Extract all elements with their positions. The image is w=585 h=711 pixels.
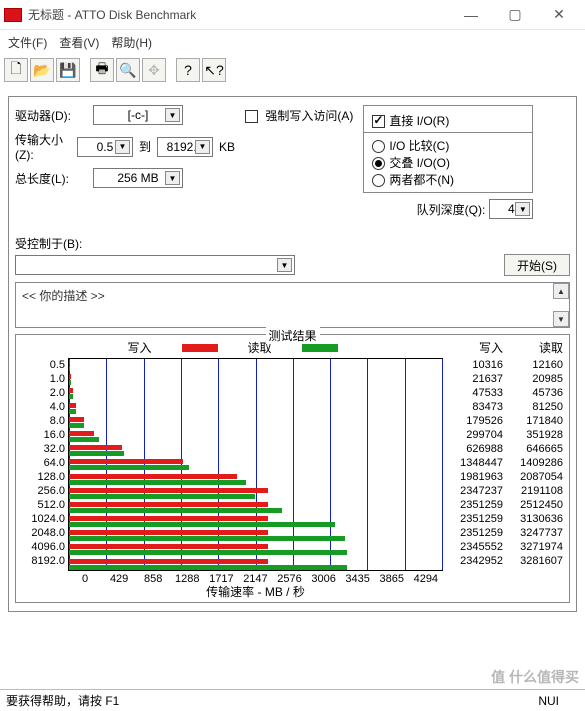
status-help: 要获得帮助，请按 F1 xyxy=(6,692,119,709)
maximize-button[interactable]: ▢ xyxy=(493,1,537,29)
toolbar: 🗋 📂 💾 🖶 🔍 ✥ ? ↖? xyxy=(0,54,585,84)
force-label: 强制写入访问(A) xyxy=(265,109,353,123)
write-swatch xyxy=(182,344,218,352)
chevron-down-icon: ▼ xyxy=(277,258,292,272)
neither-label: 两者都不(N) xyxy=(389,173,454,187)
controlled-label: 受控制于(B): xyxy=(15,235,570,252)
xfer-to-select[interactable]: 8192.0▼ xyxy=(157,137,213,157)
read-col-header: 读取 xyxy=(503,339,563,358)
start-button[interactable]: 开始(S) xyxy=(504,254,570,276)
app-icon xyxy=(4,8,22,22)
chevron-down-icon: ▼ xyxy=(165,171,180,185)
titlebar: 无标题 - ATTO Disk Benchmark — ▢ ✕ xyxy=(0,0,585,30)
io-fieldset: 直接 I/O(R) I/O 比较(C) 交叠 I/O(O) 两者都不(N) xyxy=(363,105,533,193)
statusbar: 要获得帮助，请按 F1 NUI xyxy=(0,689,585,711)
open-icon[interactable]: 📂 xyxy=(30,58,54,82)
xfer-label: 传输大小(Z): xyxy=(15,131,77,162)
save-icon[interactable]: 💾 xyxy=(56,58,80,82)
read-swatch xyxy=(302,344,338,352)
direct-label: 直接 I/O(R) xyxy=(389,114,449,128)
chevron-down-icon: ▼ xyxy=(515,202,530,216)
to-label: 到 xyxy=(139,138,151,155)
queue-select[interactable]: 4▼ xyxy=(489,199,533,219)
kb-label: KB xyxy=(219,140,235,154)
close-button[interactable]: ✕ xyxy=(537,1,581,29)
write-values-col: 1031621637475338347317952629970462698813… xyxy=(443,358,503,571)
chevron-down-icon: ▼ xyxy=(195,140,210,154)
results-chart: 测试结果 写入 读取 写入 读取 0.51.02.04.08.016.032.0… xyxy=(15,334,570,603)
scroll-down-icon[interactable]: ▼ xyxy=(553,311,569,327)
len-label: 总长度(L): xyxy=(15,170,93,187)
write-legend-label: 写入 xyxy=(127,339,151,356)
direct-checkbox[interactable] xyxy=(372,115,385,128)
help-icon[interactable]: ? xyxy=(176,58,200,82)
description-box[interactable]: << 你的描述 >> ▲ ▼ xyxy=(15,282,570,328)
overlap-radio[interactable] xyxy=(372,157,385,170)
settings-panel: 驱动器(D): [-c-]▼ 传输大小(Z): 0.5▼ 到 8192.0▼ K… xyxy=(8,96,577,612)
drive-select[interactable]: [-c-]▼ xyxy=(93,105,183,125)
status-right: NUI xyxy=(538,694,559,708)
new-icon[interactable]: 🗋 xyxy=(4,58,28,82)
xfer-from-select[interactable]: 0.5▼ xyxy=(77,137,133,157)
print-icon[interactable]: 🖶 xyxy=(90,58,114,82)
watermark: 值 什么值得买 xyxy=(491,667,579,687)
drive-label: 驱动器(D): xyxy=(15,107,93,124)
force-checkbox[interactable] xyxy=(245,110,258,123)
chevron-down-icon: ▼ xyxy=(115,140,130,154)
overlap-label: 交叠 I/O(O) xyxy=(389,156,450,170)
minimize-button[interactable]: — xyxy=(449,1,493,29)
write-col-header: 写入 xyxy=(443,339,503,358)
menu-help[interactable]: 帮助(H) xyxy=(111,34,152,51)
controlled-select[interactable]: ▼ xyxy=(15,255,295,275)
menu-file[interactable]: 文件(F) xyxy=(8,34,47,51)
window-title: 无标题 - ATTO Disk Benchmark xyxy=(28,6,449,23)
move-icon[interactable]: ✥ xyxy=(142,58,166,82)
preview-icon[interactable]: 🔍 xyxy=(116,58,140,82)
x-axis-title: 传输速率 - MB / 秒 xyxy=(68,583,443,600)
scroll-up-icon[interactable]: ▲ xyxy=(553,283,569,299)
len-select[interactable]: 256 MB▼ xyxy=(93,168,183,188)
bars-region xyxy=(68,358,443,571)
neither-radio[interactable] xyxy=(372,174,385,187)
chevron-down-icon: ▼ xyxy=(165,108,180,122)
whatsthis-icon[interactable]: ↖? xyxy=(202,58,226,82)
read-values-col: 1216020985457368125017184035192864666514… xyxy=(503,358,563,571)
chart-title: 测试结果 xyxy=(265,327,319,344)
iocmp-label: I/O 比较(C) xyxy=(389,139,449,153)
y-axis-labels: 0.51.02.04.08.016.032.064.0128.0256.0512… xyxy=(22,358,68,571)
queue-label: 队列深度(Q): xyxy=(417,201,486,218)
iocmp-radio[interactable] xyxy=(372,140,385,153)
menu-view[interactable]: 查看(V) xyxy=(59,34,99,51)
menubar: 文件(F) 查看(V) 帮助(H) xyxy=(0,30,585,54)
